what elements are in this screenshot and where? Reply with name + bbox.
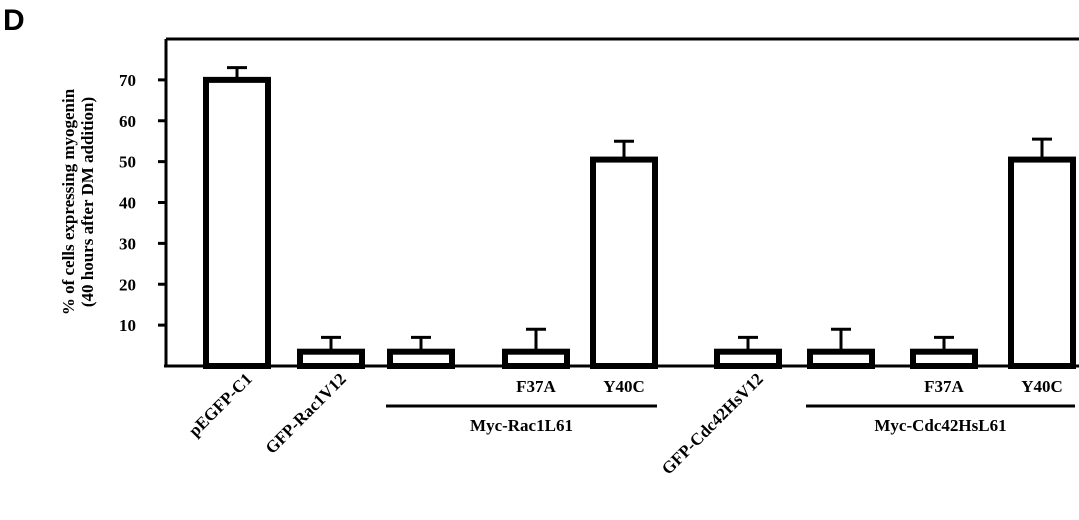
y-tick-label: 70	[119, 71, 136, 90]
y-tick-label: 50	[119, 153, 136, 172]
bar	[1008, 156, 1076, 369]
y-axis-title-line-2: (40 hours after DM addition)	[78, 97, 97, 307]
y-ticks: 10 20 30 40 50 60 70	[119, 71, 166, 335]
y-tick-label: 40	[119, 194, 136, 213]
bar	[387, 348, 455, 370]
bar	[502, 348, 570, 370]
category-label: Y40C	[603, 377, 645, 396]
bars	[203, 66, 1076, 370]
bar	[203, 76, 271, 369]
group-label: Myc-Cdc42HsL61	[874, 416, 1006, 435]
bar	[590, 156, 658, 369]
y-axis-title-line-1: % of cells expressing myogenin	[59, 88, 78, 315]
y-axis-title: % of cells expressing myogenin (40 hours…	[59, 88, 97, 315]
category-label: Y40C	[1021, 377, 1063, 396]
category-label: F37A	[516, 377, 556, 396]
y-tick-label: 20	[119, 275, 136, 294]
y-tick-label: 30	[119, 234, 136, 253]
bar	[714, 348, 782, 370]
bar	[910, 348, 978, 370]
y-tick-label: 60	[119, 112, 136, 131]
group-brackets: Myc-Rac1L61 Myc-Cdc42HsL61	[386, 404, 1075, 435]
bar	[807, 348, 875, 370]
panel-letter: D	[3, 4, 25, 37]
category-label: GFP-Cdc42HsV12	[658, 369, 767, 478]
y-tick-label: 10	[119, 316, 136, 335]
bar	[297, 348, 365, 370]
group-label: Myc-Rac1L61	[470, 416, 573, 435]
category-label: GFP-Rac1V12	[262, 369, 350, 457]
category-label: pEGFP-C1	[185, 369, 256, 440]
category-label: F37A	[924, 377, 964, 396]
